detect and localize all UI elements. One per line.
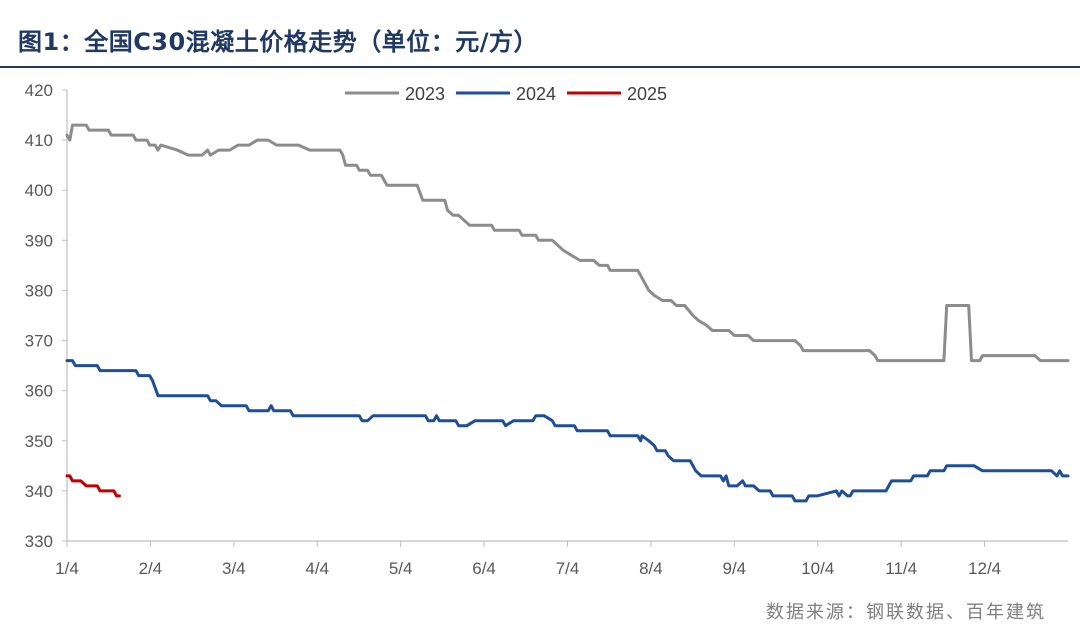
x-tick-label: 7/4 — [556, 559, 580, 578]
x-tick-label: 10/4 — [801, 559, 834, 578]
y-tick-label: 340 — [25, 482, 53, 501]
y-tick-label: 420 — [25, 81, 53, 100]
x-tick-label: 2/4 — [139, 559, 163, 578]
x-tick-label: 5/4 — [389, 559, 413, 578]
series-line-2024 — [65, 359, 1070, 503]
x-tick-label: 11/4 — [885, 559, 917, 578]
source-note: 数据来源：钢联数据、百年建筑 — [766, 602, 1046, 623]
x-tick-label: 3/4 — [222, 559, 246, 578]
series-line-2023 — [65, 123, 1070, 363]
y-tick-label: 330 — [25, 532, 53, 551]
series-line-2025 — [65, 474, 121, 498]
x-tick-labels: 1/4 2/4 3/4 4/4 5/4 6/4 7/4 8/4 9/4 10/4 11/4 12/4 — [55, 559, 1001, 578]
series-lines — [65, 123, 1070, 503]
x-tick-label: 12/4 — [968, 559, 1001, 578]
legend: 2023 2024 2025 — [345, 84, 667, 104]
y-tick-label: 400 — [25, 181, 53, 200]
legend-label-2023: 2023 — [405, 84, 445, 104]
legend-label-2025: 2025 — [627, 84, 667, 104]
x-tick-label: 4/4 — [305, 559, 329, 578]
x-tick-label: 6/4 — [472, 559, 496, 578]
legend-label-2024: 2024 — [516, 84, 556, 104]
y-tick-label: 370 — [25, 332, 53, 351]
x-tick-label: 8/4 — [639, 559, 663, 578]
x-tick-label: 9/4 — [723, 559, 747, 578]
page-title: 图1：全国C30混凝土价格走势（单位：元/方） — [18, 28, 538, 56]
y-tick-label: 360 — [25, 382, 53, 401]
y-tick-label: 380 — [25, 281, 53, 300]
y-tick-labels: 330 340 350 360 370 380 390 400 410 420 — [25, 81, 53, 551]
x-tick-label: 1/4 — [55, 559, 79, 578]
y-tick-label: 410 — [25, 131, 53, 150]
y-tick-label: 390 — [25, 231, 53, 250]
axes — [62, 89, 1068, 547]
title-underline — [0, 66, 1080, 68]
y-tick-label: 350 — [25, 432, 53, 451]
